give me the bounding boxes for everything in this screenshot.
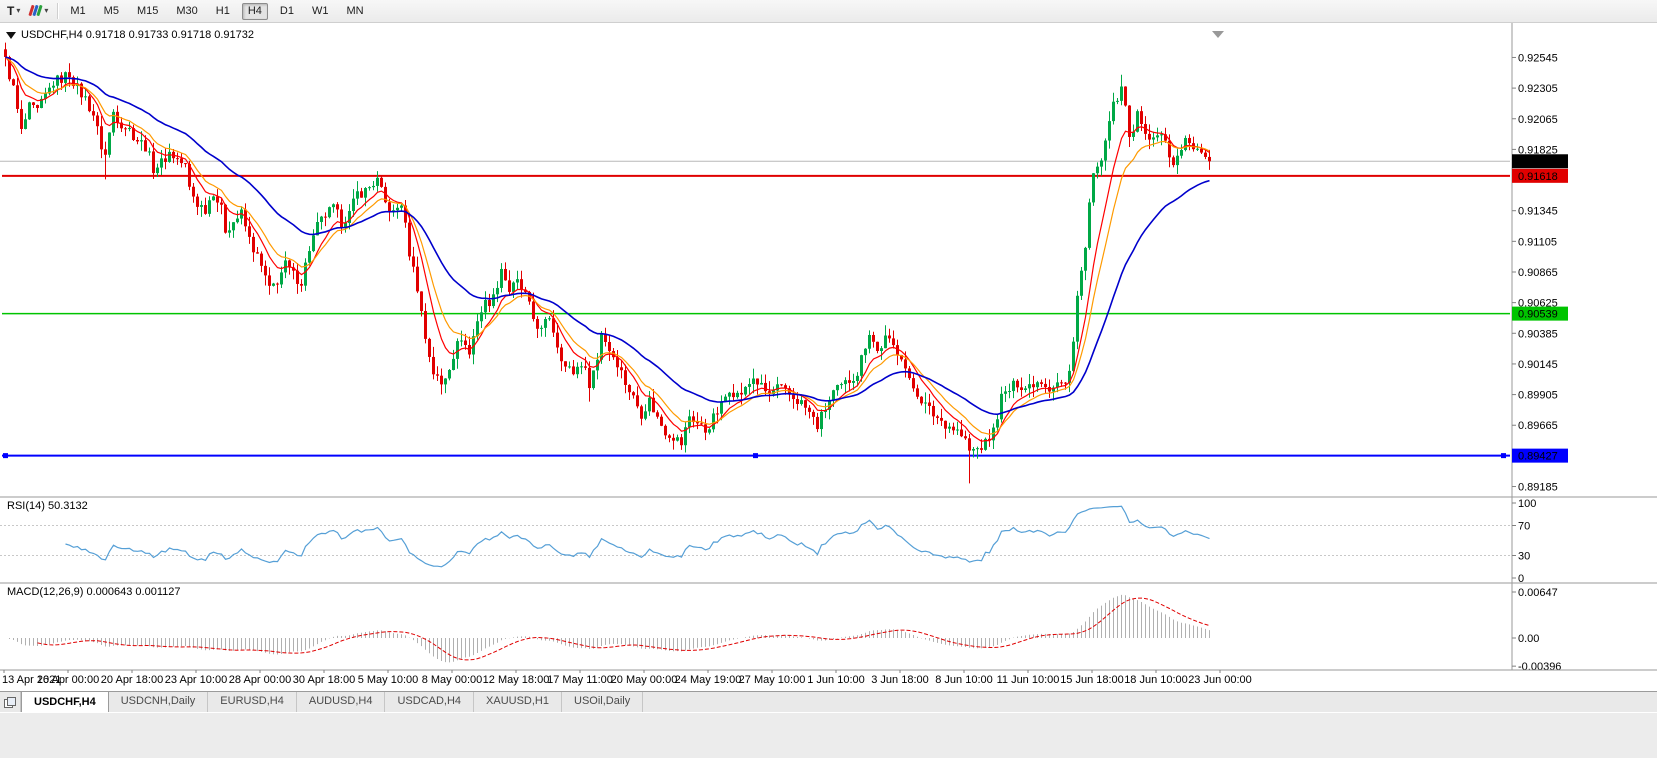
time-axis-label: 5 May 10:00 <box>358 674 419 686</box>
macd-axis-label: -0.00396 <box>1518 661 1561 673</box>
tab-usdcnh-daily[interactable]: USDCNH,Daily <box>109 692 209 712</box>
time-axis-label: 23 Jun 00:00 <box>1188 674 1252 686</box>
chart-title: USDCHF,H4 0.91718 0.91733 0.91718 0.9173… <box>6 29 254 41</box>
rsi-indicator-label: RSI(14) 50.3132 <box>7 500 88 512</box>
macd-indicator-label: MACD(12,26,9) 0.000643 0.001127 <box>7 586 181 598</box>
timeframe-button-w1[interactable]: W1 <box>311 4 329 17</box>
price-axis-label: 0.92305 <box>1518 83 1558 95</box>
line-handle[interactable] <box>753 453 758 459</box>
price-axis-label: 0.92545 <box>1518 52 1558 64</box>
time-axis-label: 24 May 19:00 <box>675 674 742 686</box>
time-axis-label: 16 Apr 00:00 <box>37 674 99 686</box>
level-support-blue-label: 0.89427 <box>1518 451 1558 463</box>
level-support-green-label: 0.90539 <box>1518 309 1558 321</box>
macd-axis-label: 0.00647 <box>1518 587 1558 599</box>
time-axis-label: 20 Apr 18:00 <box>101 674 163 686</box>
time-axis-label: 15 Jun 18:00 <box>1060 674 1124 686</box>
time-axis-label: 18 Jun 10:00 <box>1124 674 1188 686</box>
macd-signal-line <box>37 597 1210 661</box>
timeframe-button-h4[interactable]: H4 <box>241 2 268 20</box>
moving-average-34 <box>5 56 1210 416</box>
chart-list-button[interactable] <box>0 692 21 712</box>
rsi-axis-label: 70 <box>1518 521 1530 533</box>
current-price-box <box>1512 154 1568 169</box>
current-price-label: 0.91732 <box>1518 156 1558 168</box>
moving-average-8 <box>5 56 1210 442</box>
tab-usoil-daily[interactable]: USOil,Daily <box>562 692 644 712</box>
price-axis-label: 0.91105 <box>1518 236 1557 248</box>
timeframe-button-m30[interactable]: M30 <box>176 4 198 17</box>
level-support-blue-box <box>1512 448 1568 463</box>
time-axis-label: 17 May 11:00 <box>547 674 613 686</box>
timeframe-button-mn[interactable]: MN <box>346 4 364 17</box>
time-axis-label: 30 Apr 18:00 <box>293 674 355 686</box>
text-tool-button[interactable]: T ▾ <box>3 1 24 21</box>
time-axis-label: 3 Jun 18:00 <box>871 674 929 686</box>
price-axis-label: 0.89185 <box>1518 482 1558 494</box>
rsi-axis-label: 30 <box>1518 551 1530 563</box>
timeframe-button-m5[interactable]: M5 <box>103 4 119 17</box>
rsi-axis-label: 0 <box>1518 573 1524 585</box>
time-axis-label: 20 May 00:00 <box>611 674 678 686</box>
timeframe-button-m1[interactable]: M1 <box>70 4 86 17</box>
level-resistance-red-box <box>1512 168 1568 183</box>
stacked-windows-icon <box>4 696 16 708</box>
line-handle[interactable] <box>3 453 8 459</box>
price-axis-label: 0.92065 <box>1518 114 1558 126</box>
price-axis-label: 0.89665 <box>1518 420 1558 432</box>
time-axis-label: 11 Jun 10:00 <box>997 674 1060 686</box>
time-axis-label: 12 May 18:00 <box>483 674 550 686</box>
crayons-icon <box>28 4 43 17</box>
time-axis-label: 13 Apr 2021 <box>2 674 61 686</box>
timeframe-button-m15[interactable]: M15 <box>136 4 159 17</box>
price-axis-label: 0.90865 <box>1518 267 1558 279</box>
chevron-down-icon: ▾ <box>16 6 21 15</box>
tab-audusd-h4[interactable]: AUDUSD,H4 <box>297 692 386 712</box>
tab-strip: USDCHF,H4 USDCNH,Daily EURUSD,H4 AUDUSD,H4 U… <box>21 691 644 712</box>
time-axis-label: 8 Jun 10:00 <box>935 674 993 686</box>
chart-plot-area[interactable] <box>0 23 1510 670</box>
chart-marker-icon <box>6 31 16 39</box>
macd-axis-label: 0.00 <box>1518 633 1539 645</box>
text-tool-icon: T <box>7 4 15 18</box>
line-handle[interactable] <box>1501 453 1506 459</box>
timeframe-button-d1[interactable]: D1 <box>279 4 294 17</box>
status-strip <box>0 712 1657 758</box>
time-axis-label: 27 May 10:00 <box>739 674 806 686</box>
price-axis-label: 0.91825 <box>1518 144 1558 156</box>
chart-shift-marker[interactable] <box>1212 31 1224 38</box>
tab-usdcad-h4[interactable]: USDCAD,H4 <box>385 692 475 712</box>
level-support-green-box <box>1512 306 1568 321</box>
time-axis-label: 23 Apr 10:00 <box>165 674 227 686</box>
tab-eurusd-h4[interactable]: EURUSD,H4 <box>208 692 297 712</box>
chevron-down-icon: ▾ <box>44 6 49 15</box>
tab-usdchf-h4[interactable]: USDCHF,H4 <box>21 691 109 712</box>
chart-title-text: USDCHF,H4 0.91718 0.91733 0.91718 0.9173… <box>21 29 255 41</box>
top-toolbar: T ▾ ▾ M1 M5 M15 M30 H1 H4 D1 W1 MN <box>0 0 1657 23</box>
time-axis-label: 28 Apr 00:00 <box>229 674 291 686</box>
timeframe-group: M1 M5 M15 M30 H1 H4 D1 W1 MN <box>64 2 369 20</box>
chart-canvas: 0.92545 0.92305 0.92065 0.91825 0.91345 0.911… <box>0 23 1657 691</box>
colors-tool-button[interactable]: ▾ <box>25 1 52 21</box>
tab-xauusd-h1[interactable]: XAUUSD,H1 <box>474 692 562 712</box>
rsi-line <box>65 505 1210 568</box>
toolbar-separator <box>57 3 60 19</box>
time-axis-label: 1 Jun 10:00 <box>807 674 865 686</box>
moving-average-13 <box>5 56 1210 435</box>
rsi-axis-label: 100 <box>1518 498 1536 510</box>
price-axis-label: 0.90385 <box>1518 328 1558 340</box>
price-axis-label: 0.90145 <box>1518 359 1558 371</box>
price-axis-label: 0.91345 <box>1518 206 1558 218</box>
timeframe-button-h1[interactable]: H1 <box>215 4 230 17</box>
chart-tab-bar: USDCHF,H4 USDCNH,Daily EURUSD,H4 AUDUSD,H4 U… <box>0 691 1657 712</box>
price-axis-label: 0.89905 <box>1518 390 1558 402</box>
time-axis-label: 8 May 00:00 <box>422 674 483 686</box>
level-resistance-red-label: 0.91618 <box>1518 171 1558 183</box>
